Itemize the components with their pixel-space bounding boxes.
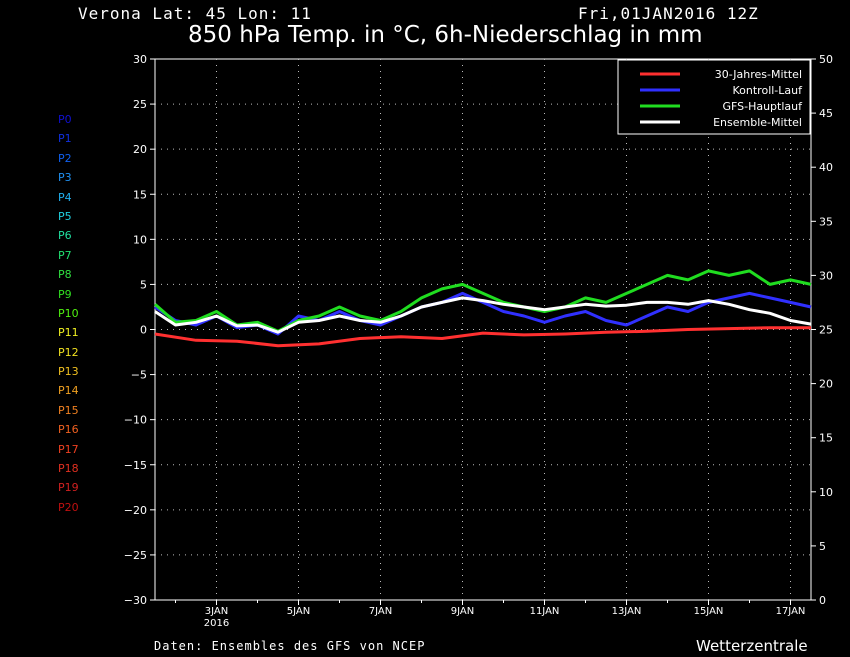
member-label-p10: P10 [58,306,79,320]
legend-entry: Kontroll-Lauf [733,84,804,97]
x-tick-label: 9JAN [451,606,474,617]
y-tick-label-right: 15 [819,432,833,445]
run-time-label: Fri,01JAN2016 12Z [578,4,759,23]
y-tick-label-right: 35 [819,215,833,228]
y-tick-label-right: 25 [819,324,833,337]
member-label-p19: P19 [58,481,79,495]
series-line-gfs-hauptlauf [154,269,812,333]
member-label-p2: P2 [58,151,72,165]
y-tick-label-left: 10 [133,233,147,246]
y-tick-label-left: 5 [140,278,147,291]
y-tick-label-right: 10 [819,486,833,499]
x-tick-label: 17JAN [776,606,806,617]
legend-entry: 30-Jahres-Mittel [715,68,802,81]
member-label-p8: P8 [58,268,72,282]
y-tick-label-right: 45 [819,107,833,120]
member-label-p7: P7 [58,248,72,262]
x-tick-label: 11JAN [530,606,560,617]
member-label-p13: P13 [58,365,79,379]
member-label-p0: P0 [58,113,72,126]
x-tick-sublabel: 2016 [204,618,229,629]
x-tick-label: 5JAN [287,606,310,617]
member-label-p9: P9 [58,287,72,301]
member-label-p17: P17 [58,442,79,456]
member-label-p12: P12 [58,345,79,359]
member-label-p5: P5 [58,209,72,223]
member-label-p6: P6 [58,229,72,243]
y-tick-label-left: 0 [140,324,147,337]
y-tick-label-left: −10 [124,414,147,427]
y-tick-label-left: 30 [133,53,147,66]
y-tick-label-right: 5 [819,540,826,553]
y-tick-label-right: 20 [819,378,833,391]
y-tick-label-left: 15 [133,188,147,201]
y-tick-label-left: −25 [124,549,147,562]
y-tick-label-right: 40 [819,161,833,174]
y-tick-label-left: 20 [133,143,147,156]
y-tick-label-left: −20 [124,504,147,517]
series-line-ensemble-mittel [154,296,812,334]
y-tick-label-left: 25 [133,98,147,111]
chart-title: 850 hPa Temp. in °C, 6h-Niederschlag in … [188,22,703,48]
legend-entry: GFS-Hauptlauf [722,100,803,113]
y-tick-label-right: 0 [819,594,826,607]
series-line-30-jahres-mittel [154,326,811,348]
y-tick-label-left: −30 [124,594,147,607]
data-credit: Daten: Ensembles des GFS von NCEP [154,639,426,653]
member-label-p15: P15 [58,403,79,417]
legend-entry: Ensemble-Mittel [713,116,802,129]
member-label-p11: P11 [58,326,79,340]
member-list: P0 P1 P2 P3 P4 P5 P6 P7 P8 P9 P10 P11 P12 P13 P14 P15 P1… [58,110,79,517]
member-label-p14: P14 [58,384,79,398]
y-tick-label-left: −15 [124,459,147,472]
member-label-p3: P3 [58,171,72,185]
y-tick-label-right: 30 [819,269,833,282]
location-label: Verona Lat: 45 Lon: 11 [78,4,312,23]
member-label-p4: P4 [58,190,72,204]
member-label-p16: P16 [58,423,79,437]
member-label-p20: P20 [58,500,79,514]
x-tick-label: 13JAN [612,606,642,617]
x-tick-label: 15JAN [694,606,724,617]
x-tick-label: 7JAN [369,606,392,617]
member-label-p18: P18 [58,462,79,476]
y-tick-label-right: 50 [819,53,833,66]
x-tick-label: 3JAN [205,606,228,617]
y-tick-label-left: −5 [131,369,147,382]
brand-label: Wetterzentrale [696,637,808,655]
member-label-p1: P1 [58,132,72,146]
